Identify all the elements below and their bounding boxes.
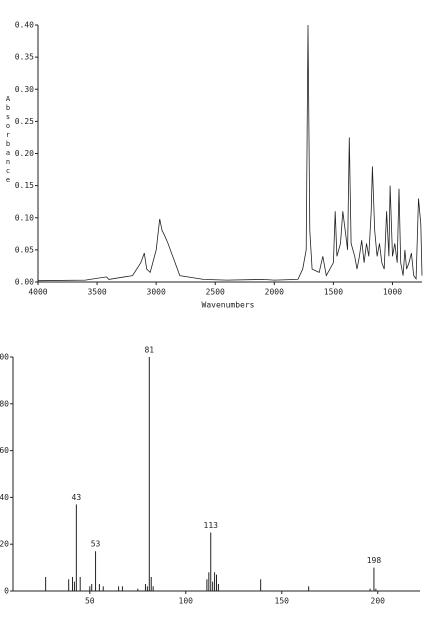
y-tick-label: 40 [0, 493, 9, 502]
x-tick-label: 4000 [28, 288, 47, 297]
y-tick-label: 0.20 [15, 149, 34, 158]
y-tick-label: 0.10 [15, 213, 34, 222]
x-tick-label: 2500 [206, 288, 225, 297]
y-tick-label: 80 [0, 399, 9, 408]
x-tick-label: 3500 [87, 288, 106, 297]
y-tick-label: 0 [4, 587, 9, 596]
y-tick-label: 0.15 [15, 181, 34, 190]
peak-label: 81 [144, 346, 154, 355]
y-tick-label: 100 [0, 353, 9, 362]
peak-label: 53 [91, 540, 101, 549]
spectrum-line [37, 24, 423, 282]
y-tick-label: 0.25 [15, 117, 34, 126]
y-tick-label: 0.05 [15, 245, 34, 254]
peak-label: 43 [72, 493, 82, 502]
y-tick-label: 20 [0, 540, 9, 549]
y-axis-label: Absorbance [4, 95, 12, 185]
x-tick-label: 2000 [265, 288, 284, 297]
x-tick-label: 1500 [324, 288, 343, 297]
x-tick-label: 50 [85, 597, 95, 606]
y-tick-label: 0.30 [15, 85, 34, 94]
peak-label: 113 [204, 521, 219, 530]
x-tick-label: 1000 [383, 288, 402, 297]
x-tick-label: 150 [275, 597, 290, 606]
y-tick-label: 0.35 [15, 53, 34, 62]
y-tick-label: 0.40 [15, 21, 34, 30]
peak-label: 198 [367, 556, 382, 565]
x-tick-label: 200 [371, 597, 386, 606]
y-tick-label: 60 [0, 446, 9, 455]
x-tick-label: 3000 [147, 288, 166, 297]
y-tick-label: 0.00 [15, 278, 34, 287]
x-tick-label: 100 [179, 597, 194, 606]
x-axis-label: Wavenumbers [202, 301, 255, 310]
